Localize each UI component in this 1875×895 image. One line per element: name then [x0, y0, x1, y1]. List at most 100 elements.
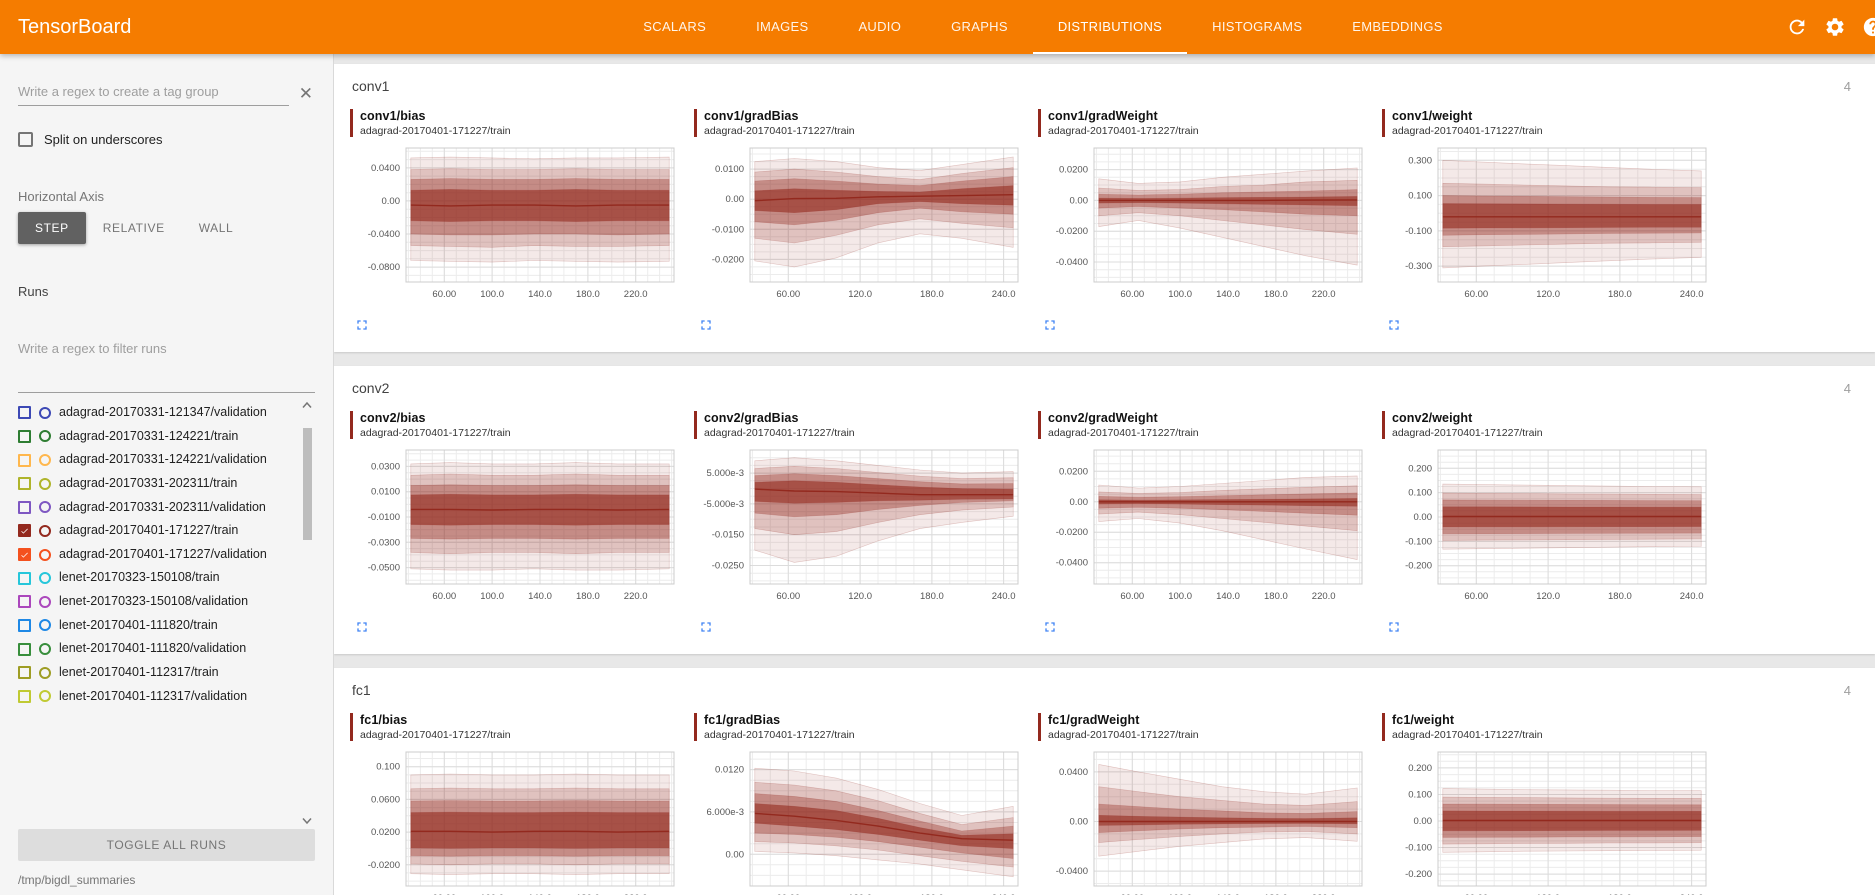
run-color-circle[interactable] — [39, 643, 51, 656]
run-color-circle[interactable] — [39, 430, 51, 443]
run-item[interactable]: adagrad-20170331-202311/validation — [18, 496, 295, 520]
section-header[interactable]: conv1 4 — [334, 64, 1875, 107]
distribution-plot[interactable]: 0.100 0.0600 0.0200 -0.0200 60.00 100.0 140.0 1… — [350, 746, 680, 895]
expand-chart-button[interactable] — [694, 619, 714, 639]
settings-icon[interactable] — [1824, 16, 1846, 38]
expand-chart-button[interactable] — [1382, 317, 1402, 337]
run-color-circle[interactable] — [39, 595, 51, 608]
expand-chart-icon[interactable] — [698, 317, 714, 333]
run-item[interactable]: adagrad-20170401-171227/validation — [18, 543, 295, 567]
run-item[interactable]: lenet-20170401-111820/validation — [18, 637, 295, 661]
expand-chart-button[interactable] — [350, 317, 370, 337]
distribution-plot[interactable]: 0.0120 6.000e-3 0.00 60.00 120.0 180.0 240.0 — [694, 746, 1024, 895]
run-item[interactable]: lenet-20170401-111820/train — [18, 614, 295, 638]
section-header[interactable]: conv2 4 — [334, 366, 1875, 409]
scroll-up-icon[interactable] — [301, 401, 313, 409]
distribution-plot[interactable]: 5.000e-3 -5.000e-3 -0.0150 -0.0250 60.00 120.… — [694, 444, 1024, 616]
chart-run-label: adagrad-20170401-171227/train — [704, 125, 855, 137]
run-checkbox[interactable] — [18, 571, 31, 585]
run-color-circle[interactable] — [39, 501, 51, 514]
tab-embeddings[interactable]: EMBEDDINGS — [1352, 18, 1443, 34]
run-item[interactable]: lenet-20170323-150108/train — [18, 566, 295, 590]
run-color-circle[interactable] — [39, 454, 51, 467]
distribution-plot[interactable]: 0.0400 0.00 -0.0400 60.00 100.0 140.0 180.0 220… — [1038, 746, 1368, 895]
run-item[interactable]: lenet-20170401-112317/train — [18, 661, 295, 685]
run-color-circle[interactable] — [39, 548, 51, 561]
distribution-plot[interactable]: 0.0200 0.00 -0.0200 -0.0400 60.00 100.0 140.0 1… — [1038, 444, 1368, 616]
expand-chart-button[interactable] — [1038, 317, 1058, 337]
run-checkbox[interactable] — [18, 595, 31, 609]
run-item[interactable]: adagrad-20170331-202311/train — [18, 472, 295, 496]
axis-button-step[interactable]: STEP — [18, 212, 86, 244]
scrollbar-track[interactable] — [302, 412, 312, 814]
axis-button-wall[interactable]: WALL — [182, 212, 251, 244]
tag-group-regex-input[interactable] — [18, 78, 289, 106]
run-label: lenet-20170401-111820/train — [59, 617, 218, 632]
section-header[interactable]: fc1 4 — [334, 668, 1875, 711]
expand-chart-button[interactable] — [1038, 619, 1058, 639]
run-checkbox[interactable] — [18, 548, 31, 562]
split-underscores-checkbox[interactable] — [18, 132, 33, 147]
run-color-circle[interactable] — [39, 524, 51, 537]
run-checkbox[interactable] — [18, 689, 31, 703]
toggle-all-runs-button[interactable]: TOGGLE ALL RUNS — [18, 829, 315, 861]
distribution-plot[interactable]: 0.0200 0.00 -0.0200 -0.0400 60.00 100.0 140.0 1… — [1038, 142, 1368, 314]
run-color-circle[interactable] — [39, 619, 51, 632]
distribution-plot[interactable]: 0.0400 0.00 -0.0400 -0.0800 60.00 100.0 140.0 1… — [350, 142, 680, 314]
expand-chart-icon[interactable] — [698, 619, 714, 635]
run-item[interactable]: adagrad-20170331-121347/validation — [18, 401, 295, 425]
tab-scalars[interactable]: SCALARS — [643, 18, 707, 34]
clear-regex-icon[interactable]: ✕ — [298, 84, 313, 103]
tab-graphs[interactable]: GRAPHS — [951, 18, 1008, 34]
run-checkbox[interactable] — [18, 666, 31, 680]
svg-text:180.0: 180.0 — [576, 591, 600, 602]
run-color-circle[interactable] — [39, 572, 51, 585]
run-color-circle[interactable] — [39, 666, 51, 679]
run-checkbox[interactable] — [18, 524, 31, 538]
scroll-down-icon[interactable] — [301, 817, 313, 825]
refresh-icon[interactable] — [1786, 16, 1808, 38]
distribution-plot[interactable]: 0.200 0.100 0.00 -0.100 -0.200 60.00 120.0 180.… — [1382, 746, 1712, 895]
tab-audio[interactable]: AUDIO — [858, 18, 902, 34]
run-checkbox[interactable] — [18, 429, 31, 443]
run-checkbox[interactable] — [18, 618, 31, 632]
expand-chart-icon[interactable] — [1042, 317, 1058, 333]
run-checkbox[interactable] — [18, 642, 31, 656]
run-color-circle[interactable] — [39, 477, 51, 490]
expand-chart-button[interactable] — [694, 317, 714, 337]
distribution-plot[interactable]: 0.200 0.100 0.00 -0.100 -0.200 60.00 120.0 180.… — [1382, 444, 1712, 616]
run-color-circle[interactable] — [39, 690, 51, 703]
run-item[interactable]: lenet-20170401-112317/validation — [18, 685, 295, 709]
app-toolbar: TensorBoard SCALARS IMAGES AUDIO GRAPHS DIST… — [0, 0, 1875, 54]
svg-text:220.0: 220.0 — [624, 591, 648, 602]
expand-chart-icon[interactable] — [1042, 619, 1058, 635]
run-item[interactable]: adagrad-20170331-124221/train — [18, 425, 295, 449]
run-checkbox[interactable] — [18, 406, 31, 420]
expand-chart-icon[interactable] — [354, 619, 370, 635]
distribution-plot[interactable]: 0.300 0.100 -0.100 -0.300 60.00 120.0 180.0 240… — [1382, 142, 1712, 314]
run-checkbox[interactable] — [18, 477, 31, 491]
distribution-plot[interactable]: 0.0100 0.00 -0.0100 -0.0200 60.00 120.0 180.0 2… — [694, 142, 1024, 314]
run-item[interactable]: lenet-20170323-150108/validation — [18, 590, 295, 614]
tab-images[interactable]: IMAGES — [756, 18, 809, 34]
scrollbar-thumb[interactable] — [302, 428, 312, 540]
svg-text:-0.0100: -0.0100 — [368, 512, 400, 523]
runs-filter-input[interactable] — [18, 305, 315, 393]
runs-scrollbar[interactable] — [299, 401, 315, 825]
expand-chart-button[interactable] — [350, 619, 370, 639]
split-underscores-row[interactable]: Split on underscores — [18, 132, 315, 147]
tab-histograms[interactable]: HISTOGRAMS — [1212, 18, 1303, 34]
run-color-circle[interactable] — [39, 406, 51, 419]
expand-chart-icon[interactable] — [354, 317, 370, 333]
run-checkbox[interactable] — [18, 453, 31, 467]
tab-distributions[interactable]: DISTRIBUTIONS — [1032, 0, 1188, 54]
help-icon[interactable] — [1862, 16, 1875, 38]
expand-chart-icon[interactable] — [1386, 619, 1402, 635]
expand-chart-icon[interactable] — [1386, 317, 1402, 333]
expand-chart-button[interactable] — [1382, 619, 1402, 639]
run-item[interactable]: adagrad-20170331-124221/validation — [18, 448, 295, 472]
distribution-plot[interactable]: 0.0300 0.0100 -0.0100 -0.0300 -0.0500 60.00 10… — [350, 444, 680, 616]
run-checkbox[interactable] — [18, 500, 31, 514]
run-item[interactable]: adagrad-20170401-171227/train — [18, 519, 295, 543]
axis-button-relative[interactable]: RELATIVE — [86, 212, 182, 244]
